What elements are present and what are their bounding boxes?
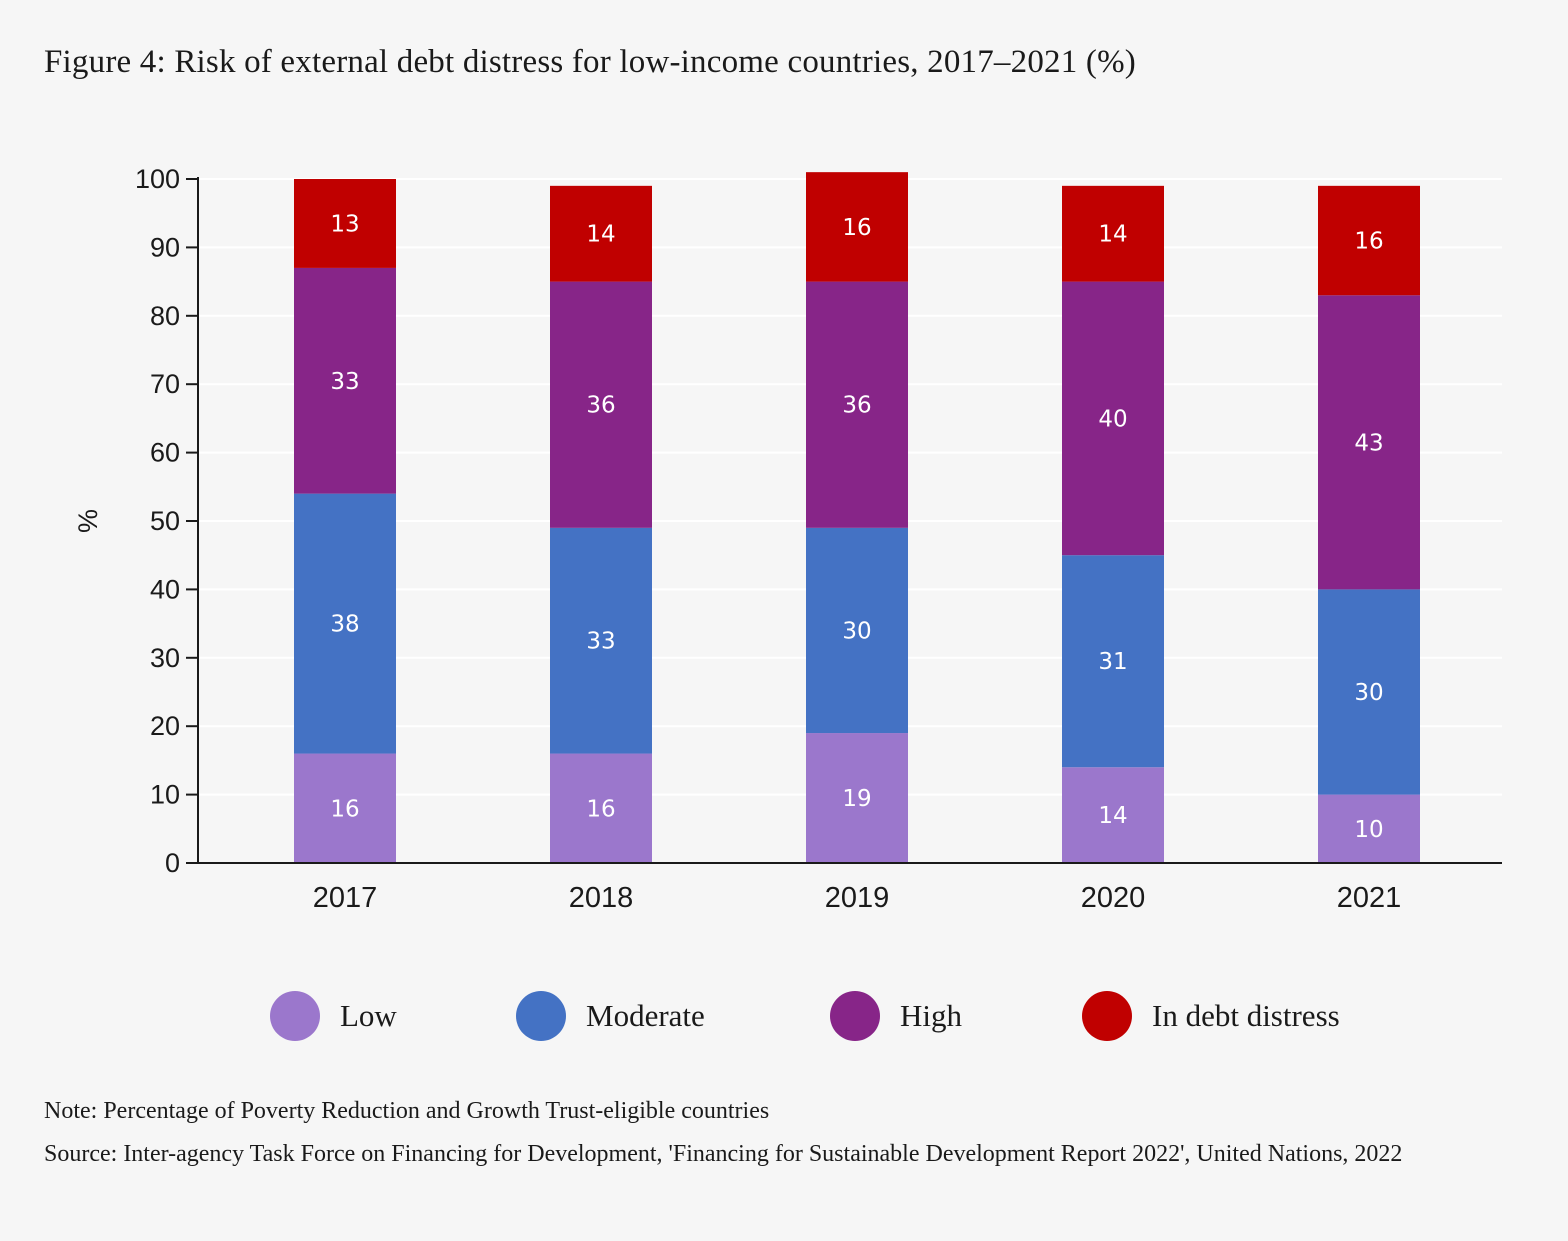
legend-item-in-debt-distress: In debt distress bbox=[1082, 990, 1340, 1042]
legend-swatch-moderate bbox=[516, 991, 566, 1041]
legend-swatch-low bbox=[270, 991, 320, 1041]
data-label: 14 bbox=[1098, 222, 1127, 248]
y-tick-label: 0 bbox=[165, 848, 180, 878]
bar-high bbox=[806, 281, 908, 528]
bar-high bbox=[1318, 295, 1420, 590]
bar-low bbox=[550, 753, 652, 863]
legend-swatch-high bbox=[830, 991, 880, 1041]
data-label: 33 bbox=[330, 369, 359, 395]
data-label: 14 bbox=[586, 222, 615, 248]
bar-high bbox=[550, 281, 652, 528]
chart-title: Figure 4: Risk of external debt distress… bbox=[44, 44, 1136, 80]
bar-in-debt-distress bbox=[294, 179, 396, 268]
y-tick-label: 10 bbox=[150, 780, 180, 810]
y-tick-label: 80 bbox=[150, 301, 180, 331]
data-label: 13 bbox=[330, 211, 359, 237]
bar-moderate bbox=[1062, 555, 1164, 768]
data-label: 10 bbox=[1354, 817, 1383, 843]
data-label: 40 bbox=[1098, 406, 1127, 432]
bar-low bbox=[1318, 794, 1420, 863]
data-label: 16 bbox=[586, 796, 615, 822]
x-tick-label: 2020 bbox=[1081, 882, 1146, 914]
y-tick-label: 30 bbox=[150, 643, 180, 673]
bar-in-debt-distress bbox=[1062, 185, 1164, 282]
bar-high bbox=[294, 267, 396, 494]
data-label: 30 bbox=[1354, 680, 1383, 706]
bar-moderate bbox=[550, 527, 652, 754]
chart-note: Note: Percentage of Poverty Reduction an… bbox=[44, 1098, 770, 1124]
bar-moderate bbox=[1318, 589, 1420, 795]
data-label: 31 bbox=[1098, 649, 1127, 675]
data-label: 16 bbox=[842, 215, 871, 241]
x-tick-label: 2017 bbox=[313, 882, 378, 914]
legend-item-low: Low bbox=[270, 990, 397, 1042]
bar-moderate bbox=[806, 527, 908, 734]
y-tick-label: 60 bbox=[150, 438, 180, 468]
bar-low bbox=[1062, 767, 1164, 863]
bar-low bbox=[806, 733, 908, 863]
legend-label-in-debt-distress: In debt distress bbox=[1152, 998, 1340, 1033]
bar-moderate bbox=[294, 493, 396, 754]
data-label: 38 bbox=[330, 612, 359, 638]
bar-low bbox=[294, 753, 396, 863]
chart-source: Source: Inter-agency Task Force on Finan… bbox=[44, 1141, 1403, 1167]
x-tick-label: 2021 bbox=[1337, 882, 1402, 914]
y-tick-label: 50 bbox=[150, 506, 180, 536]
x-tick-label: 2018 bbox=[569, 882, 634, 914]
x-tick-label: 2019 bbox=[825, 882, 890, 914]
legend-label-high: High bbox=[900, 998, 962, 1033]
y-axis-label: % bbox=[73, 509, 103, 533]
y-tick-label: 70 bbox=[150, 369, 180, 399]
y-tick-label: 100 bbox=[135, 164, 180, 194]
legend-label-moderate: Moderate bbox=[586, 998, 705, 1033]
legend-swatch-in-debt-distress bbox=[1082, 991, 1132, 1041]
data-label: 36 bbox=[842, 393, 871, 419]
stacked-bar-chart: 0 10 20 30 40 50 60 70 80 90 100 16 38 33 13 2017 16 33 36… bbox=[73, 164, 1502, 914]
legend-item-high: High bbox=[830, 990, 962, 1042]
data-label: 16 bbox=[330, 796, 359, 822]
y-tick-label: 90 bbox=[150, 232, 180, 262]
data-label: 19 bbox=[842, 786, 871, 812]
data-label: 16 bbox=[1354, 229, 1383, 255]
y-tick-label: 20 bbox=[150, 711, 180, 741]
data-label: 14 bbox=[1098, 803, 1127, 829]
bar-high bbox=[1062, 281, 1164, 556]
legend-item-moderate: Moderate bbox=[516, 990, 705, 1042]
bar-in-debt-distress bbox=[550, 185, 652, 282]
chart-legend: Low Moderate High In debt distress bbox=[0, 990, 1568, 1042]
data-label: 33 bbox=[586, 629, 615, 655]
bar-in-debt-distress bbox=[806, 172, 908, 282]
legend-label-low: Low bbox=[340, 998, 397, 1033]
data-label: 43 bbox=[1354, 430, 1383, 456]
data-label: 30 bbox=[842, 618, 871, 644]
data-label: 36 bbox=[586, 393, 615, 419]
y-tick-label: 40 bbox=[150, 574, 180, 604]
bar-in-debt-distress bbox=[1318, 185, 1420, 296]
